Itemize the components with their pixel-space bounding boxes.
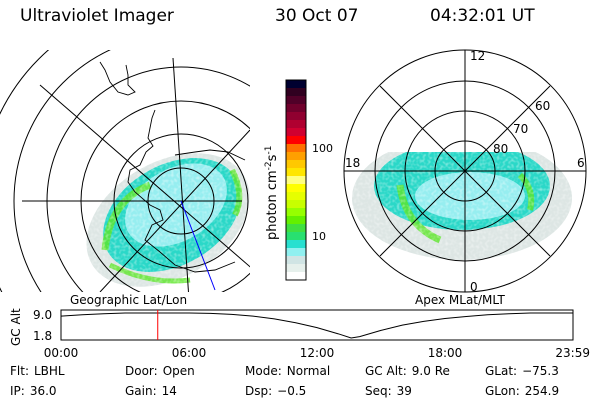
ytick-1.8: 1.8 bbox=[33, 329, 52, 343]
colorbar-swatch bbox=[286, 184, 306, 193]
colorbar-swatch bbox=[286, 248, 306, 257]
colorbar bbox=[285, 79, 307, 281]
status-field: Mode: Normal bbox=[245, 364, 330, 378]
right-map-label: Apex MLat/MLT bbox=[415, 293, 505, 307]
status-value: 9.0 Re bbox=[411, 364, 450, 378]
status-label: Dsp: bbox=[245, 384, 273, 398]
ytick-9: 9.0 bbox=[33, 308, 52, 322]
altitude-series-line bbox=[60, 312, 573, 339]
colorbar-swatch bbox=[286, 232, 306, 241]
status-value: −0.5 bbox=[277, 384, 307, 398]
status-value: 254.9 bbox=[524, 384, 560, 398]
status-value: Normal bbox=[286, 364, 331, 378]
coastline bbox=[99, 61, 246, 273]
status-label: Flt: bbox=[10, 364, 29, 378]
status-field: Door: Open bbox=[125, 364, 195, 378]
status-value: 14 bbox=[161, 384, 177, 398]
status-value: 39 bbox=[396, 384, 412, 398]
status-label: Seq: bbox=[365, 384, 392, 398]
colorbar-swatch bbox=[286, 96, 306, 105]
xtick-label: 06:00 bbox=[172, 346, 207, 360]
colorbar-swatch bbox=[286, 112, 306, 121]
colorbar-swatch bbox=[286, 176, 306, 185]
lon-lines bbox=[22, 57, 250, 292]
colorbar-frame bbox=[285, 79, 307, 281]
status-label: GC Alt: bbox=[365, 364, 407, 378]
magnetic-map: 12 18 6 0 60 70 80 bbox=[343, 49, 587, 294]
instrument-title: Ultraviolet Imager bbox=[20, 6, 174, 26]
lat-label-60: 60 bbox=[535, 99, 550, 113]
xtick-label: 18:00 bbox=[428, 346, 463, 360]
geographic-map bbox=[0, 50, 250, 292]
colorbar-tick-100: 100 bbox=[312, 142, 333, 155]
colorbar-swatch bbox=[286, 168, 306, 177]
colorbar-swatch bbox=[286, 264, 306, 273]
colorbar-label: photon cm-2s-1 bbox=[264, 146, 280, 240]
status-field: Seq: 39 bbox=[365, 384, 412, 398]
status-label: Door: bbox=[125, 364, 158, 378]
status-field: GLon: 254.9 bbox=[485, 384, 559, 398]
status-label: GLon: bbox=[485, 384, 520, 398]
colorbar-swatch bbox=[286, 200, 306, 209]
satellite-track bbox=[180, 200, 216, 291]
lat-label-70: 70 bbox=[513, 122, 528, 136]
colorbar-swatch bbox=[286, 160, 306, 169]
colorbar-swatch bbox=[286, 208, 306, 217]
colorbar-swatch bbox=[286, 240, 306, 249]
colorbar-swatch bbox=[286, 136, 306, 145]
colorbar-swatch bbox=[286, 104, 306, 113]
colorbar-tick-10: 10 bbox=[312, 230, 326, 243]
status-value: LBHL bbox=[33, 364, 65, 378]
status-field: Dsp: −0.5 bbox=[245, 384, 306, 398]
status-field: Gain: 14 bbox=[125, 384, 177, 398]
date-label: 30 Oct 07 bbox=[275, 6, 359, 26]
xtick-label: 00:00 bbox=[44, 346, 79, 360]
colorbar-swatch bbox=[286, 120, 306, 129]
colorbar-swatch bbox=[286, 152, 306, 161]
status-label: GLat: bbox=[485, 364, 518, 378]
altitude-chart-frame bbox=[60, 309, 574, 341]
status-field: Flt: LBHL bbox=[10, 364, 65, 378]
status-field: GC Alt: 9.0 Re bbox=[365, 364, 450, 378]
colorbar-swatch bbox=[286, 216, 306, 225]
status-field: IP: 36.0 bbox=[10, 384, 57, 398]
altitude-chart: GC Alt 9.0 1.8 00:00 06:00 12:00 18:00 23:59 bbox=[9, 308, 590, 360]
xtick-label: 23:59 bbox=[555, 346, 590, 360]
xtick-label: 12:00 bbox=[300, 346, 335, 360]
mlt-label-18: 18 bbox=[345, 156, 360, 170]
time-label: 04:32:01 UT bbox=[430, 6, 535, 26]
colorbar-swatch bbox=[286, 128, 306, 137]
colorbar-swatch bbox=[286, 88, 306, 97]
colorbar-swatch bbox=[286, 80, 306, 89]
mlt-label-12: 12 bbox=[470, 49, 485, 63]
aurora-oval-geographic bbox=[60, 120, 250, 292]
status-label: Gain: bbox=[125, 384, 157, 398]
status-value: Open bbox=[162, 364, 195, 378]
colorbar-swatch bbox=[286, 192, 306, 201]
mlt-label-0: 0 bbox=[470, 280, 478, 294]
mlt-label-6: 6 bbox=[577, 156, 585, 170]
status-field: GLat: −75.3 bbox=[485, 364, 559, 378]
lat-label-80: 80 bbox=[493, 142, 508, 156]
colorbar-swatch bbox=[286, 144, 306, 153]
colorbar-swatch bbox=[286, 256, 306, 265]
colorbar-swatch bbox=[286, 272, 306, 281]
left-map-label: Geographic Lat/Lon bbox=[70, 293, 187, 307]
status-value: 36.0 bbox=[29, 384, 57, 398]
status-label: Mode: bbox=[245, 364, 282, 378]
status-value: −75.3 bbox=[522, 364, 559, 378]
colorbar-swatch bbox=[286, 224, 306, 233]
status-label: IP: bbox=[10, 384, 25, 398]
altitude-ylabel: GC Alt bbox=[9, 308, 23, 346]
